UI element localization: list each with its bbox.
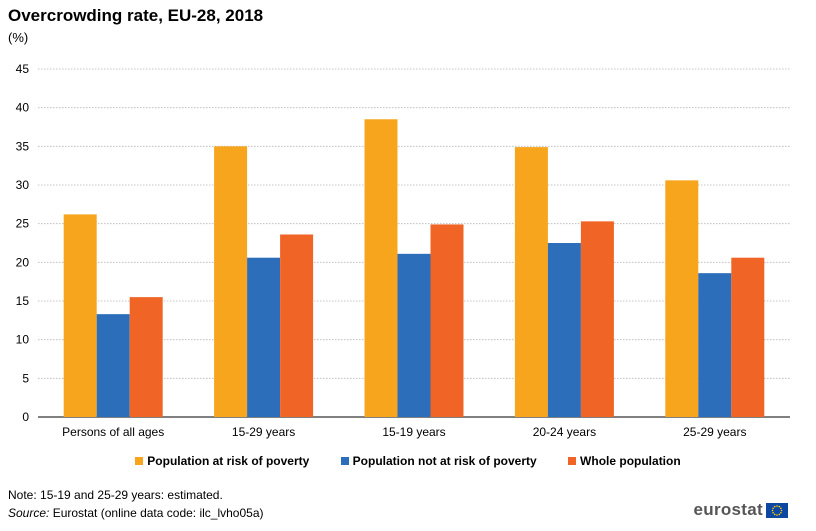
y-tick-label: 25 [16,217,30,231]
bar-chart: 0 5 10 15 20 25 30 35 40 45 Persons of all ages 15… [16,62,790,439]
bar [280,234,314,417]
bar [731,257,765,417]
chart-unit: (%) [8,30,29,45]
chart-note: Note: 15-19 and 25-29 years: estimated. [8,488,223,502]
eu-flag-icon [766,502,788,518]
y-tick-label: 15 [16,294,30,308]
bar [96,314,130,417]
y-axis-ticks: 0 5 10 15 20 25 30 35 40 45 [16,62,30,424]
y-tick-label: 40 [16,101,30,115]
y-tick-label: 10 [16,333,30,347]
chart-title: Overcrowding rate, EU-28, 2018 [8,6,264,25]
x-tick-label: 15-19 years [382,425,445,439]
x-tick-label: 15-29 years [232,425,295,439]
y-tick-label: 0 [22,410,29,424]
x-tick-label: Persons of all ages [62,425,164,439]
legend-item-whole: Whole population [568,454,681,468]
bars [63,119,765,418]
y-tick-label: 45 [16,62,30,76]
legend: Population at risk of poverty Population… [0,454,816,468]
bar [665,180,699,417]
bar [397,253,431,417]
legend-swatch-whole [568,457,577,465]
source-text: Eurostat (online data code: ilc_lvho05a) [52,506,264,520]
y-tick-label: 35 [16,139,30,153]
legend-label-at-risk: Population at risk of poverty [147,454,310,468]
legend-label-whole: Whole population [580,454,681,468]
y-tick-label: 20 [16,255,30,269]
bar [63,214,97,417]
y-tick-label: 30 [16,178,30,192]
legend-item-not-at-risk: Population not at risk of poverty [340,454,537,468]
x-axis-labels: Persons of all ages 15-29 years 15-19 year… [62,425,746,439]
logo-text: eurostat [693,500,763,519]
bar [698,273,732,417]
bar [129,297,163,417]
legend-item-at-risk: Population at risk of poverty [135,454,309,468]
chart-source: Source: Eurostat (online data code: ilc_… [8,506,264,520]
bar [214,146,248,418]
x-tick-label: 20-24 years [533,425,596,439]
x-tick-label: 25-29 years [683,425,746,439]
bar [547,243,581,417]
bar [247,257,281,417]
bar [364,119,398,418]
bar [580,221,614,417]
source-label: Source: [8,506,50,520]
legend-swatch-at-risk [135,457,144,465]
legend-swatch-not-at-risk [340,457,349,465]
eurostat-logo: eurostat [694,500,788,520]
bar [514,147,548,417]
y-tick-label: 5 [22,371,29,385]
bar [430,224,464,417]
legend-label-not-at-risk: Population not at risk of poverty [352,454,537,468]
